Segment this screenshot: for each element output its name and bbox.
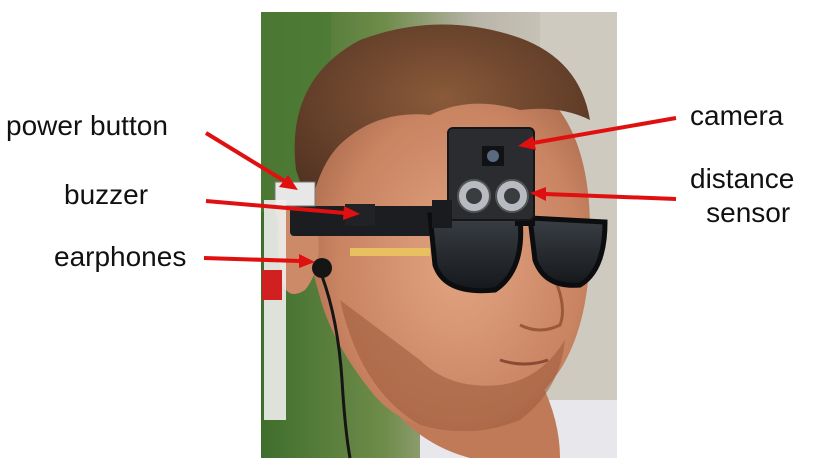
- arrow-buzzer: [205, 199, 360, 220]
- label-buzzer: buzzer: [64, 179, 149, 210]
- sensor-left-eye-inner: [466, 188, 482, 204]
- hair: [294, 24, 590, 210]
- label-earphones: earphones: [54, 241, 187, 272]
- earphone-cable: [320, 275, 352, 459]
- buzzer-device: [345, 204, 375, 226]
- glasses-bridge: [515, 218, 535, 226]
- module-mount: [432, 200, 452, 228]
- arrow-earphones: [203, 254, 315, 268]
- earphone: [312, 258, 332, 278]
- sensor-right-eye-inner: [504, 188, 520, 204]
- right-lens: [527, 215, 608, 288]
- arrow-power-button: [204, 131, 298, 190]
- arrows: [203, 116, 677, 268]
- camera-module: [432, 127, 535, 228]
- photo: [261, 12, 617, 459]
- camera-lens: [487, 150, 499, 162]
- red-clip: [262, 270, 282, 300]
- label-camera: camera: [690, 100, 784, 131]
- side-strap: [264, 200, 286, 420]
- beard: [340, 300, 565, 432]
- left-lens: [427, 212, 524, 294]
- label-distance-line1: distance: [690, 163, 795, 194]
- label-power-button: power button: [6, 110, 168, 141]
- wiring-strip: [350, 248, 430, 256]
- label-distance-line2: sensor: [706, 197, 791, 228]
- label-distance-sensor: distance sensor: [690, 162, 794, 230]
- arrow-camera: [518, 116, 677, 150]
- arrow-distance-sensor: [530, 187, 677, 201]
- mouth: [499, 358, 549, 366]
